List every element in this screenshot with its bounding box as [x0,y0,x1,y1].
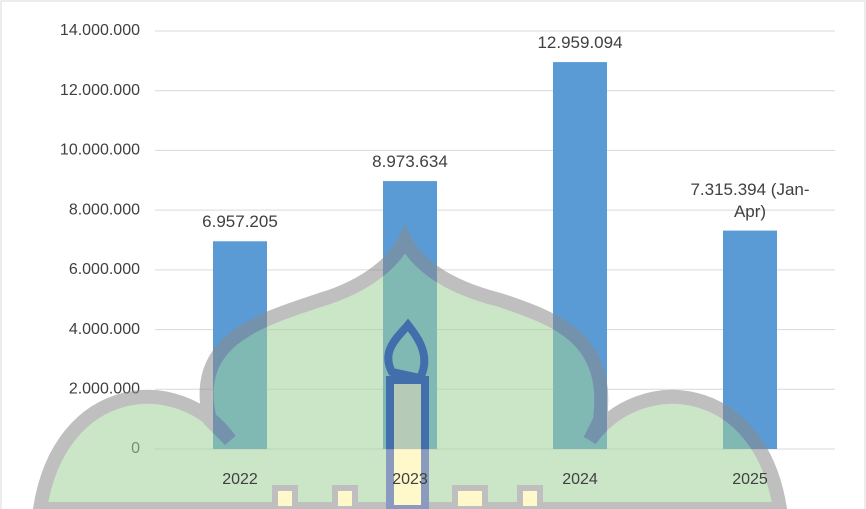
y-tick-label: 10.000.000 [60,142,140,159]
y-tick-label: 6.000.000 [69,261,140,278]
data-label: 12.959.094 [510,32,650,54]
y-tick-label: 4.000.000 [69,321,140,338]
y-tick-label: 14.000.000 [60,22,140,39]
watermark [40,240,780,509]
y-tick-label: 12.000.000 [60,82,140,99]
chart: 02.000.0004.000.0006.000.0008.000.00010.… [0,0,866,509]
x-tick-label: 2025 [732,471,768,488]
data-label: 6.957.205 [170,211,310,233]
data-label: 8.973.634 [340,151,480,173]
x-tick-label: 2023 [392,471,428,488]
y-tick-label: 8.000.000 [69,201,140,218]
data-label: 7.315.394 (Jan-Apr) [680,179,820,223]
chart-frame: 02.000.0004.000.0006.000.0008.000.00010.… [0,0,866,509]
x-tick-label: 2024 [562,471,598,488]
x-tick-label: 2022 [222,471,258,488]
